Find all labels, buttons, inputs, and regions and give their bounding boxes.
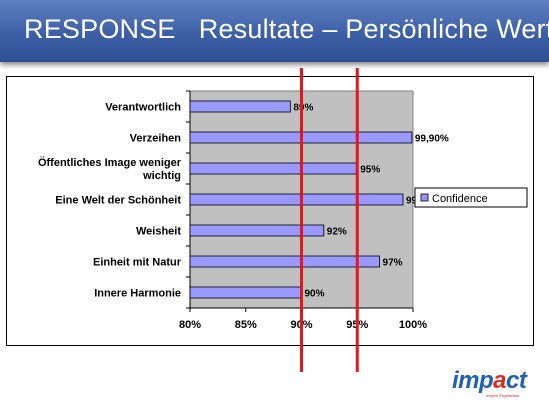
data-label: 99,90% (415, 134, 449, 145)
category-label: wichtig (142, 170, 181, 182)
logo-tagline: unsere Ergebnisse (486, 393, 520, 398)
bar (189, 162, 358, 175)
title-bar: RESPONSE Resultate – Persönliche Werte (0, 0, 549, 62)
legend-swatch (420, 193, 429, 202)
category-label: Öffentliches Image weniger (38, 156, 182, 169)
bar (189, 100, 291, 113)
category-label: Einheit mit Natur (93, 257, 182, 269)
category-label: Verantwortlich (105, 102, 181, 114)
data-label: 92% (327, 227, 347, 238)
impact-logo: impact unsere Ergebnisse (452, 367, 527, 398)
bar (189, 224, 325, 237)
x-tick-label: 85% (235, 319, 257, 331)
category-label: Weisheit (136, 226, 181, 238)
slide-title: RESPONSE Resultate – Persönliche Werte (24, 14, 549, 44)
category-label: Eine Welt der Schönheit (55, 195, 181, 207)
legend-box (414, 187, 528, 208)
bar (189, 255, 380, 268)
data-label: 90% (305, 289, 325, 300)
bar (189, 193, 404, 206)
x-tick-label: 80% (179, 319, 201, 331)
category-label: Innere Harmonie (94, 288, 181, 300)
category-label: Verzeihen (130, 133, 182, 145)
logo-text: impact (452, 367, 527, 394)
data-label: 97% (383, 258, 403, 269)
data-label: 89% (293, 103, 313, 114)
x-tick-label: 100% (399, 319, 427, 331)
data-label: 95% (360, 165, 380, 176)
legend-label: Confidence (432, 193, 488, 205)
bar (189, 286, 302, 299)
